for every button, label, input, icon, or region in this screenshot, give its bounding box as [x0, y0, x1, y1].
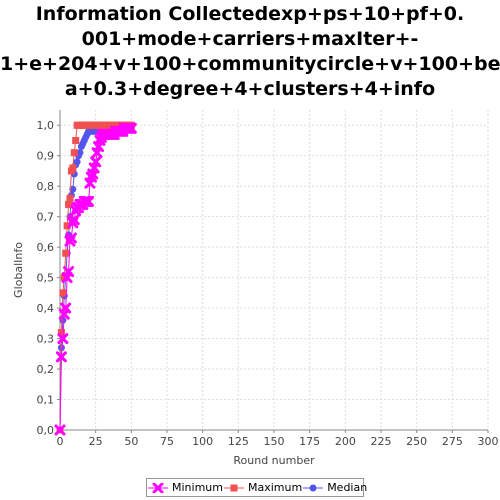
data-point: [60, 274, 68, 282]
data-point: [65, 200, 73, 208]
y-tick-label: 0,5: [37, 272, 55, 285]
x-tick-label: 75: [160, 435, 174, 448]
x-tick-label: 50: [124, 435, 138, 448]
marker-stroke: [125, 122, 137, 134]
legend-label: Minimum: [172, 481, 223, 494]
data-point: [54, 424, 66, 436]
series-layer: [54, 121, 137, 436]
data-point: [65, 232, 77, 244]
legend-swatch: [223, 484, 244, 491]
x-axis-label: Round number: [233, 454, 315, 467]
legend-swatch: [148, 482, 168, 493]
data-point: [90, 156, 102, 168]
data-point: [57, 333, 69, 345]
x-tick-label: 275: [442, 435, 463, 448]
marker-stroke: [55, 351, 67, 363]
data-point: [70, 149, 78, 157]
data-point: [59, 289, 67, 297]
legend-swatch-marker: [309, 484, 317, 491]
marker-stroke: [63, 266, 75, 278]
data-point: [76, 149, 84, 157]
legend-item-median: Median: [302, 481, 367, 494]
data-point: [57, 328, 65, 336]
x-tick-label: 0: [57, 435, 64, 448]
y-tick-label: 0,3: [37, 333, 55, 346]
x-tick-label: 125: [228, 435, 249, 448]
marker-stroke: [90, 156, 102, 168]
x-tick-label: 250: [406, 435, 427, 448]
marker-stroke: [57, 333, 69, 345]
data-point: [63, 222, 71, 230]
legend-swatch-marker: [230, 484, 238, 491]
data-point: [63, 266, 75, 278]
data-point: [69, 185, 77, 193]
marker-stroke: [68, 214, 80, 226]
data-point: [60, 302, 72, 314]
y-tick-label: 0,8: [37, 180, 55, 193]
data-point: [62, 249, 70, 257]
x-tick-label: 225: [371, 435, 392, 448]
marker-stroke: [54, 424, 66, 436]
y-tick-label: 0,2: [37, 363, 55, 376]
y-tick-label: 0,7: [37, 211, 55, 224]
y-tick-label: 0,9: [37, 150, 55, 163]
data-point: [69, 164, 77, 172]
data-point: [125, 122, 137, 134]
x-tick-label: 300: [478, 435, 499, 448]
data-point: [72, 136, 80, 144]
data-point: [73, 158, 81, 166]
legend-swatch: [303, 484, 324, 491]
legend-item-minimum: Minimum: [147, 481, 223, 494]
y-tick-label: 0,0: [37, 424, 55, 437]
y-axis-label: GlobalInfo: [12, 242, 25, 298]
legend-item-maximum: Maximum: [223, 481, 302, 494]
x-tick-label: 200: [335, 435, 356, 448]
marker-stroke: [152, 482, 164, 493]
data-point: [66, 194, 74, 202]
data-point: [68, 214, 80, 226]
y-tick-label: 0,1: [37, 394, 55, 407]
axes: 0 25 50 75 100 125 150 175 200 225 250 275 300 0,0 0,1…: [37, 110, 499, 448]
y-tick-label: 1,0: [37, 119, 55, 132]
series-minimum: [54, 122, 137, 436]
y-tick-label: 0,4: [37, 302, 55, 315]
x-tick-label: 100: [192, 435, 213, 448]
legend-label: Maximum: [247, 481, 303, 494]
data-point: [83, 195, 95, 207]
data-point: [55, 351, 67, 363]
x-tick-label: 150: [264, 435, 285, 448]
marker-stroke: [83, 195, 95, 207]
line-chart: 0 25 50 75 100 125 150 175 200 225 250 275 300 0,0 0,1…: [12, 110, 499, 467]
y-tick-label: 0,6: [37, 241, 55, 254]
marker-stroke: [60, 302, 72, 314]
legend: Minimum Maximum Median: [146, 478, 367, 497]
x-tick-label: 25: [89, 435, 103, 448]
chart-title: Information Collectedexp+ps+10+pf+0. 001…: [0, 3, 500, 100]
grid-lines: [59, 110, 489, 431]
x-tick-label: 175: [299, 435, 320, 448]
legend-label: Median: [327, 481, 368, 494]
marker-stroke: [65, 232, 77, 244]
legend-swatch-marker: [152, 482, 164, 493]
